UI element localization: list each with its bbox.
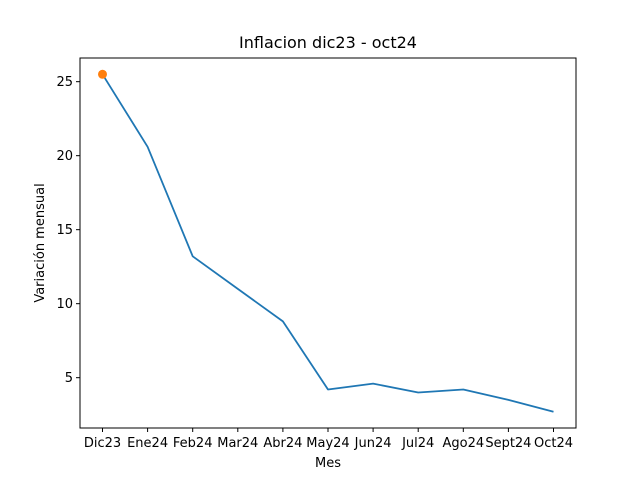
marker-layer: [98, 69, 107, 79]
series-line: [101, 73, 554, 413]
series-layer: [101, 73, 554, 413]
plot-area: [80, 58, 576, 428]
chart-title: Inflacion dic23 - oct24: [239, 33, 417, 52]
x-tick-label: Jun24: [354, 436, 392, 451]
x-tick-label: May24: [306, 436, 349, 451]
x-tick-label: Ene24: [127, 436, 168, 451]
x-tick-label: Sept24: [485, 436, 531, 451]
y-tick-label: 5: [65, 371, 73, 386]
x-tick-label: Abr24: [263, 436, 302, 451]
y-axis-title: Variación mensual: [33, 183, 48, 302]
x-tick-label: Mar24: [217, 436, 258, 451]
x-tick-label: Dic23: [84, 436, 121, 451]
x-tick-label: Ago24: [442, 436, 484, 451]
y-tick-label: 10: [56, 297, 73, 312]
x-tick-label: Feb24: [173, 436, 213, 451]
x-tick-label: Jul24: [401, 436, 434, 451]
highlight-point: [98, 69, 107, 79]
x-axis-title: Mes: [315, 456, 341, 471]
x-tick-label: Oct24: [534, 436, 573, 451]
x-axis-ticks: Dic23 Ene24 Feb24 Mar24 Abr24 May24 Jun24 Jul24…: [84, 428, 573, 451]
y-tick-label: 25: [56, 75, 73, 90]
y-axis-ticks: 5 10 15 20 25: [56, 75, 80, 386]
plot-frame: [79, 57, 577, 429]
y-tick-label: 15: [56, 223, 73, 238]
y-tick-label: 20: [56, 149, 73, 164]
